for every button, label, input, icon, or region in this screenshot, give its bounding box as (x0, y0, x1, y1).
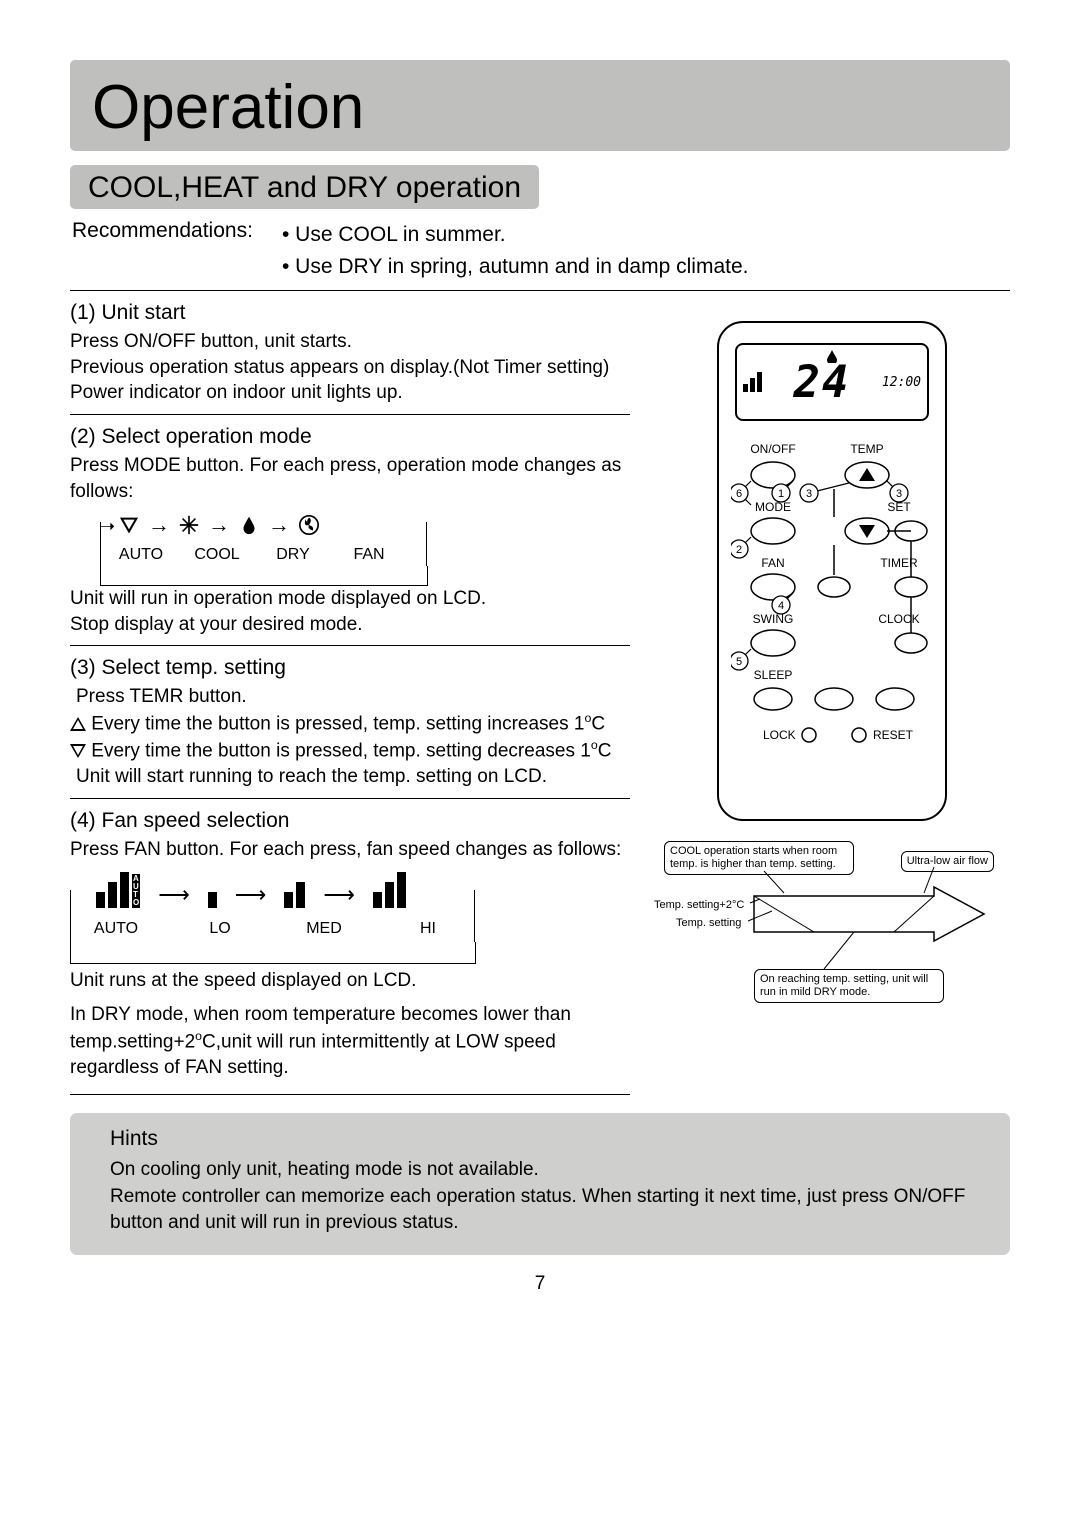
divider (70, 645, 630, 646)
step3-text: Press TEMR button. (70, 684, 630, 710)
fan-lo-icon (208, 892, 217, 908)
step3-title: (3) Select temp. setting (70, 656, 630, 680)
step4-text: In DRY mode, when room temperature becom… (70, 1002, 630, 1080)
lcd-clock: 12:00 (882, 375, 921, 390)
step4-text: Press FAN button. For each press, fan sp… (70, 837, 630, 863)
page-title-bar: Operation (70, 60, 1010, 151)
hints-text: Remote controller can memorize each oper… (110, 1184, 990, 1237)
svg-text:3: 3 (896, 488, 902, 500)
recommend-item: • Use DRY in spring, autumn and in damp … (282, 251, 1010, 283)
fan-label: MED (296, 920, 352, 938)
divider (70, 414, 630, 415)
arrow-icon: ⟶ (235, 882, 267, 908)
remote-lcd: 24 12:00 (735, 343, 929, 421)
svg-text:3: 3 (806, 488, 812, 500)
divider (70, 290, 1010, 291)
fan-icon (298, 514, 320, 536)
mode-label: DRY (266, 546, 320, 564)
signal-icon (743, 372, 762, 392)
recommend-label: Recommendations: (72, 219, 282, 282)
arrow-icon: ⟶ (158, 882, 190, 908)
triangle-up-icon (70, 717, 86, 731)
svg-text:6: 6 (736, 488, 742, 500)
svg-text:MODE: MODE (755, 500, 791, 514)
svg-text:1: 1 (778, 488, 784, 500)
fan-auto-icon: AUTO (96, 872, 140, 908)
drop-icon (825, 349, 839, 363)
fan-label: AUTO (88, 920, 144, 938)
step2-text: Unit will run in operation mode displaye… (70, 586, 630, 612)
fan-label: HI (400, 920, 456, 938)
step1-title: (1) Unit start (70, 301, 630, 325)
step1-text: Press ON/OFF button, unit starts. (70, 329, 630, 355)
remote-buttons: ON/OFF TEMP 6 1 3 3 MODE (731, 441, 937, 781)
step2-text: Press MODE button. For each press, opera… (70, 453, 630, 504)
mode-label: COOL (190, 546, 244, 564)
remote-controller: 24 12:00 ON/OFF TEMP 6 1 (717, 321, 947, 821)
svg-text:2: 2 (736, 544, 742, 556)
arrow-icon: → (268, 512, 290, 538)
page-subtitle: COOL,HEAT and DRY operation (88, 171, 521, 205)
step4-text: Unit runs at the speed displayed on LCD. (70, 968, 630, 994)
fan-label: LO (192, 920, 248, 938)
cool-operation-diagram: COOL operation starts when room temp. is… (654, 841, 994, 1011)
recommend-item: • Use COOL in summer. (282, 219, 1010, 251)
btn-label: TEMP (850, 442, 883, 456)
svg-text:SLEEP: SLEEP (754, 668, 793, 682)
mode-label: FAN (342, 546, 396, 564)
svg-text:SET: SET (887, 500, 911, 514)
auto-icon (118, 514, 140, 536)
arrow-icon: → (148, 512, 170, 538)
step2-title: (2) Select operation mode (70, 425, 630, 449)
arrow-icon: ⟶ (323, 882, 355, 908)
step2-text: Stop display at your desired mode. (70, 612, 630, 638)
step1-text: Power indicator on indoor unit lights up… (70, 380, 630, 406)
svg-text:TIMER: TIMER (880, 556, 918, 570)
lcd-temp: 24 (793, 357, 850, 408)
svg-text:FAN: FAN (761, 556, 784, 570)
page-title: Operation (92, 72, 988, 143)
page-subtitle-bar: COOL,HEAT and DRY operation (70, 165, 539, 209)
temp-up-line: Every time the button is pressed, temp. … (70, 710, 630, 737)
mode-label: AUTO (114, 546, 168, 564)
hints-text: On cooling only unit, heating mode is no… (110, 1157, 990, 1184)
arrow-icon: → (208, 512, 230, 538)
temp-down-line: Every time the button is pressed, temp. … (70, 737, 630, 764)
svg-text:SWING: SWING (753, 612, 794, 626)
step4-title: (4) Fan speed selection (70, 809, 630, 833)
svg-text:5: 5 (736, 656, 742, 668)
diag-box: On reaching temp. setting, unit will run… (754, 969, 944, 1003)
step1-text: Previous operation status appears on dis… (70, 355, 630, 381)
svg-text:LOCK: LOCK (763, 728, 796, 742)
divider (70, 1094, 630, 1095)
snowflake-icon (178, 514, 200, 536)
btn-label: ON/OFF (750, 442, 795, 456)
svg-text:CLOCK: CLOCK (878, 612, 919, 626)
fan-med-icon (284, 882, 305, 908)
step3-text: Unit will start running to reach the tem… (70, 764, 630, 790)
hints-box: Hints On cooling only unit, heating mode… (70, 1113, 1010, 1255)
page-number: 7 (70, 1273, 1010, 1295)
fan-cycle-diagram: AUTO ⟶ ⟶ ⟶ AUTO LO MED HI (70, 872, 480, 962)
drop-icon (238, 514, 260, 536)
fan-hi-icon (373, 872, 406, 908)
svg-text:RESET: RESET (873, 728, 914, 742)
mode-cycle-diagram: → → → AUTO COOL DRY FAN (100, 512, 430, 582)
divider (70, 798, 630, 799)
recommendations: Recommendations: • Use COOL in summer. •… (70, 219, 1010, 282)
triangle-down-icon (70, 744, 86, 758)
svg-text:4: 4 (778, 600, 784, 612)
hints-title: Hints (110, 1127, 990, 1151)
